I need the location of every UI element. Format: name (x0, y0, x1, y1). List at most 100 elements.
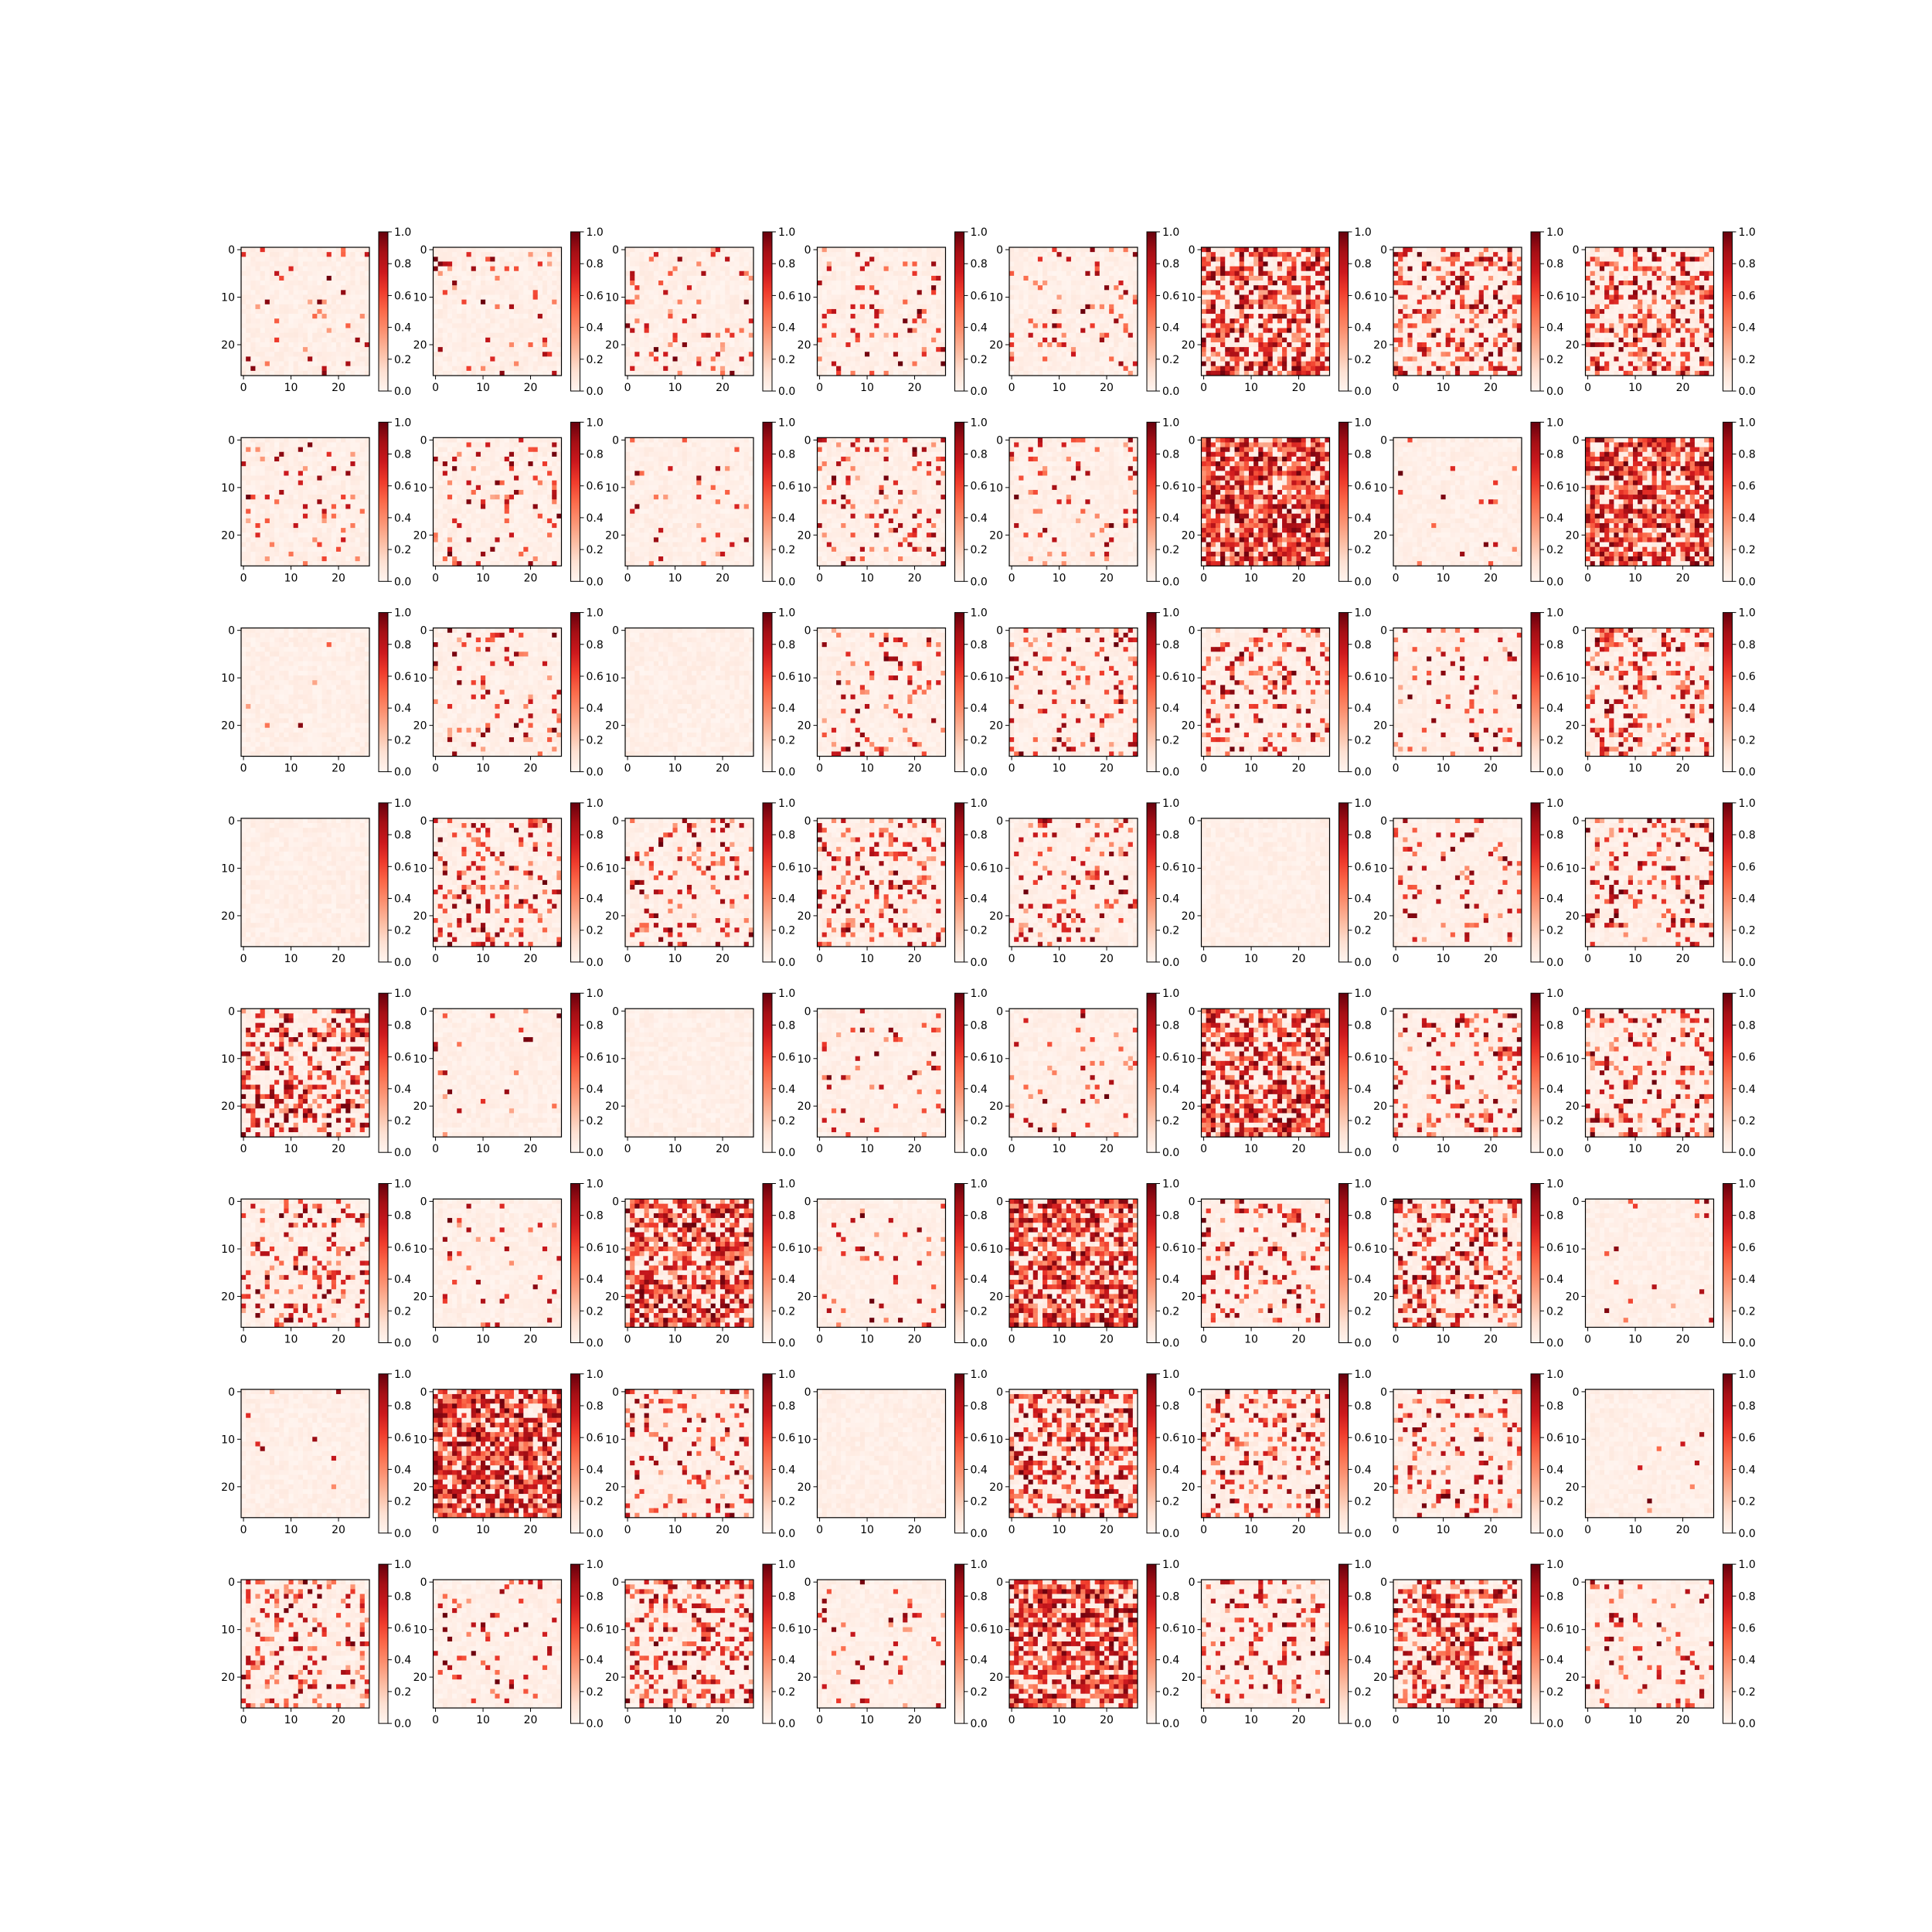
heatmap-cell (841, 294, 846, 301)
heatmap-cell (1239, 337, 1245, 343)
heatmap-cell (1014, 328, 1019, 334)
heatmap-cell (917, 318, 923, 324)
heatmap-cell (1474, 299, 1480, 305)
heatmap-cell (284, 290, 289, 295)
heatmap-cell (284, 342, 289, 348)
heatmap-cell (940, 252, 946, 257)
heatmap-cell (1440, 281, 1447, 286)
heatmap-cell (537, 252, 543, 257)
heatmap-cell (658, 275, 664, 281)
heatmap-cell (1393, 247, 1399, 253)
heatmap-cell (321, 290, 328, 295)
heatmap-cell (1502, 257, 1508, 262)
heatmap-cell (1301, 308, 1307, 315)
heatmap-cell (308, 247, 313, 253)
heatmap-cell (504, 352, 510, 357)
heatmap-cell (1037, 257, 1043, 262)
heatmap-cell (931, 314, 937, 319)
heatmap-cell (1028, 328, 1034, 334)
heatmap-cell (1263, 247, 1268, 253)
heatmap-cell (321, 285, 328, 291)
heatmap-cell (1028, 261, 1034, 267)
heatmap-cell (1296, 247, 1302, 253)
heatmap-cell (1320, 328, 1325, 334)
heatmap-cell (850, 261, 856, 267)
heatmap-cell (288, 299, 294, 305)
heatmap-cell (364, 328, 370, 334)
heatmap-cell (658, 294, 664, 301)
heatmap-cell (433, 294, 439, 301)
heatmap-cell (1421, 266, 1427, 272)
heatmap-cell (653, 352, 659, 357)
heatmap-cell (1248, 257, 1254, 262)
heatmap-cell (648, 270, 655, 277)
heatmap-cell (1263, 261, 1268, 267)
heatmap-cell (1488, 281, 1494, 286)
heatmap-cell (442, 328, 448, 334)
heatmap-cell (1052, 247, 1057, 253)
heatmap-cell (556, 318, 562, 324)
heatmap-cell (485, 261, 491, 267)
heatmap-cell (364, 356, 370, 362)
heatmap-cell (903, 261, 908, 267)
heatmap-cell (1287, 314, 1292, 319)
heatmap-cell (888, 304, 894, 310)
heatmap-cell (485, 370, 491, 376)
heatmap-cell (495, 257, 500, 262)
heatmap-cell (940, 294, 946, 301)
heatmap-cell (1225, 294, 1230, 301)
heatmap-cell (874, 342, 879, 348)
heatmap-cell (1047, 252, 1053, 257)
heatmap-cell (658, 252, 664, 257)
heatmap-cell (1498, 257, 1503, 262)
heatmap-cell (912, 347, 918, 352)
heatmap-cell (1412, 285, 1418, 291)
heatmap-cell (269, 281, 275, 286)
heatmap-cell (917, 370, 923, 376)
heatmap-cell (874, 308, 879, 315)
heatmap-cell (279, 299, 284, 305)
heatmap-cells (1009, 247, 1138, 376)
heatmap-cell (864, 247, 870, 253)
heatmap-cell (1009, 275, 1015, 281)
heatmap-cell (936, 294, 941, 301)
heatmap-cell (1032, 266, 1039, 272)
heatmap-cell (653, 275, 659, 281)
heatmap-cell (817, 299, 823, 305)
heatmap-cell (255, 352, 260, 357)
heatmap-cell (250, 261, 256, 267)
heatmap-cell (345, 257, 351, 262)
heatmap-cell (537, 270, 543, 277)
heatmap-cell (672, 337, 679, 343)
heatmap-cell (1210, 290, 1216, 295)
heatmap-cell (1230, 342, 1235, 348)
heatmap-cell (532, 318, 539, 324)
heatmap-cell (907, 252, 913, 257)
heatmap-cell (1128, 270, 1134, 277)
heatmap-cell (625, 290, 631, 295)
heatmap-cell (1460, 323, 1465, 328)
heatmap-cell (1315, 304, 1321, 310)
heatmap-cell (936, 342, 941, 348)
heatmap-cell (1028, 314, 1034, 319)
heatmap-cell (940, 370, 946, 376)
heatmap-cell (1248, 332, 1254, 338)
heatmap-cell (874, 257, 879, 262)
heatmap-cell (850, 294, 856, 301)
heatmap-cell (1028, 299, 1034, 305)
heatmap-cell (1421, 281, 1427, 286)
heatmap-cell (836, 314, 842, 319)
heatmap-cell (1032, 270, 1039, 277)
heatmap-cell (485, 304, 491, 310)
heatmap-cell (1076, 314, 1081, 319)
heatmap-cell (1090, 352, 1096, 357)
heatmap-cell (831, 285, 837, 291)
heatmap-cell (748, 337, 754, 343)
heatmap-cell (1114, 332, 1119, 338)
heatmap-cell (634, 347, 640, 352)
heatmap-cell (1277, 261, 1283, 267)
heatmap-cell (495, 290, 500, 295)
heatmap-cell (1243, 247, 1250, 253)
heatmap-cell (1118, 323, 1124, 328)
heatmap-cell (663, 304, 668, 310)
